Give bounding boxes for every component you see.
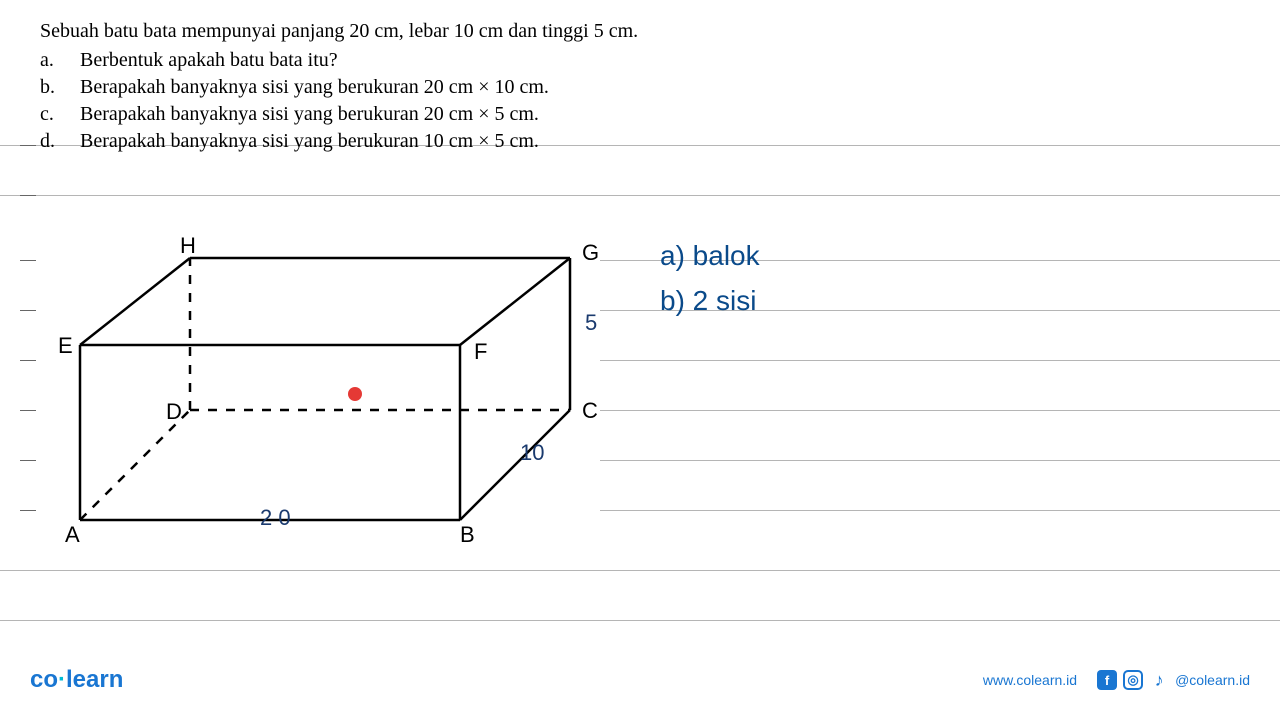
question-text: Berapakah banyaknya sisi yang berukuran … xyxy=(80,130,1240,153)
footer-bar: co·learn www.colearn.id f ◎ ♪ @colearn.i… xyxy=(0,660,1280,700)
ruled-line xyxy=(600,410,1280,411)
logo-text-learn: learn xyxy=(66,666,123,693)
vertex-label-C: C xyxy=(582,398,598,423)
footer-url: www.colearn.id xyxy=(983,672,1077,688)
ruled-line xyxy=(0,570,1280,571)
box-diagram: A B C D E F G H 2 0 10 5 xyxy=(50,230,610,550)
margin-tick xyxy=(20,360,36,361)
vertex-label-G: G xyxy=(582,240,599,265)
ruled-line xyxy=(0,620,1280,621)
margin-tick xyxy=(20,410,36,411)
question-item-d: d. Berapakah banyaknya sisi yang berukur… xyxy=(40,130,1240,153)
vertex-label-A: A xyxy=(65,522,80,547)
vertex-label-H: H xyxy=(180,233,196,258)
red-marker xyxy=(348,387,362,401)
question-letter: d. xyxy=(40,130,80,153)
facebook-icon: f xyxy=(1097,670,1117,690)
question-item-a: a. Berbentuk apakah batu bata itu? xyxy=(40,49,1240,72)
ruled-line xyxy=(600,510,1280,511)
margin-tick xyxy=(20,260,36,261)
edge-FG xyxy=(460,258,570,345)
social-handle: @colearn.id xyxy=(1175,672,1250,688)
margin-tick xyxy=(20,510,36,511)
handwritten-answer-b: b) 2 sisi xyxy=(660,285,756,317)
ruled-line xyxy=(0,195,1280,196)
margin-tick xyxy=(20,460,36,461)
question-item-b: b. Berapakah banyaknya sisi yang berukur… xyxy=(40,76,1240,99)
ruled-line xyxy=(600,460,1280,461)
question-content: Sebuah batu bata mempunyai panjang 20 cm… xyxy=(0,0,1280,177)
question-text: Berbentuk apakah batu bata itu? xyxy=(80,49,1240,72)
vertex-label-B: B xyxy=(460,522,475,547)
instagram-icon: ◎ xyxy=(1123,670,1143,690)
question-letter: b. xyxy=(40,76,80,99)
diagram-svg: A B C D E F G H 2 0 10 5 xyxy=(50,230,610,550)
vertex-label-F: F xyxy=(474,339,487,364)
edge-BC xyxy=(460,410,570,520)
vertex-label-E: E xyxy=(58,333,73,358)
edge-EH xyxy=(80,258,190,345)
footer-right: www.colearn.id f ◎ ♪ @colearn.id xyxy=(983,670,1250,690)
question-letter: a. xyxy=(40,49,80,72)
logo-dot: · xyxy=(58,666,66,693)
margin-tick xyxy=(20,310,36,311)
tiktok-icon: ♪ xyxy=(1149,670,1169,690)
dimension-width: 10 xyxy=(520,440,544,465)
question-list: a. Berbentuk apakah batu bata itu? b. Be… xyxy=(40,49,1240,153)
question-text: Berapakah banyaknya sisi yang berukuran … xyxy=(80,103,1240,126)
colearn-logo: co·learn xyxy=(30,666,123,694)
margin-tick xyxy=(20,195,36,196)
logo-text-co: co xyxy=(30,666,58,693)
edge-AD xyxy=(80,410,190,520)
question-intro: Sebuah batu bata mempunyai panjang 20 cm… xyxy=(40,20,1240,43)
question-item-c: c. Berapakah banyaknya sisi yang berukur… xyxy=(40,103,1240,126)
dimension-height: 5 xyxy=(585,310,597,335)
dimension-length: 2 0 xyxy=(260,505,291,530)
question-letter: c. xyxy=(40,103,80,126)
question-text: Berapakah banyaknya sisi yang berukuran … xyxy=(80,76,1240,99)
ruled-line xyxy=(600,360,1280,361)
vertex-label-D: D xyxy=(166,399,182,424)
social-icons: f ◎ ♪ @colearn.id xyxy=(1097,670,1250,690)
handwritten-answer-a: a) balok xyxy=(660,240,760,272)
